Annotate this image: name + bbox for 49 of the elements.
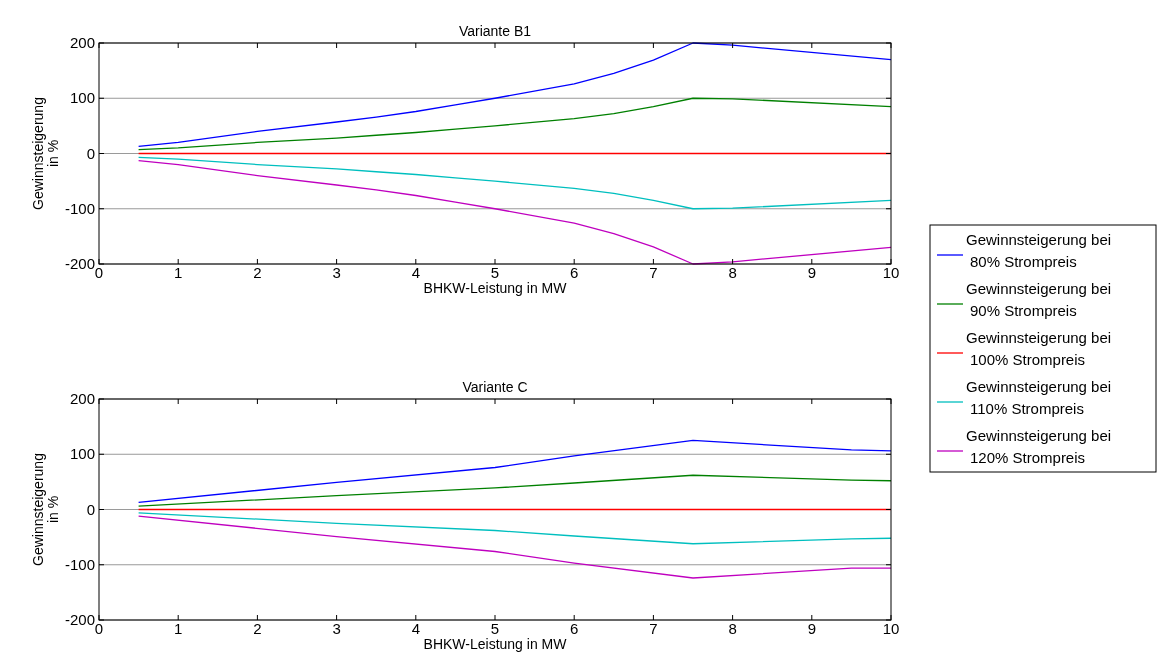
y-tick-label: -100 [64, 199, 95, 217]
x-tick-label: 2 [253, 264, 262, 281]
line-series [137, 97, 892, 151]
x-tick-label: 1 [174, 264, 183, 281]
line-series [137, 474, 892, 507]
x-tick-label: 10 [882, 620, 900, 637]
x-tick-label: 7 [649, 264, 658, 281]
y-axis-title: Gewinnsteigerung in % [30, 97, 61, 210]
x-tick-label: 9 [807, 620, 816, 637]
y-tick-label: 0 [86, 500, 95, 518]
x-tick-label: 7 [649, 620, 658, 637]
x-axis-title: BHKW-Leistung in MW [423, 636, 568, 652]
x-tick-label: 6 [570, 620, 579, 637]
legend-label: Gewinnsteigerung bei 90% Strompreis [966, 280, 1112, 319]
y-axis-title: Gewinnsteigerung in % [30, 453, 61, 566]
line-series [137, 42, 892, 147]
x-tick-label: 9 [807, 264, 816, 281]
line-series [137, 512, 892, 545]
y-tick-label: 200 [69, 390, 95, 407]
x-axis-title: BHKW-Leistung in MW [423, 280, 568, 296]
y-tick-label: -200 [64, 255, 95, 272]
legend-label: Gewinnsteigerung bei 120% Strompreis [966, 427, 1112, 466]
line-series [137, 515, 892, 579]
x-tick-label: 3 [332, 264, 341, 281]
y-tick-label: 0 [86, 144, 95, 162]
y-tick-label: 100 [69, 89, 95, 107]
x-tick-label: 5 [490, 264, 500, 281]
line-series [137, 439, 892, 503]
x-tick-label: 4 [411, 620, 420, 637]
x-tick-label: 10 [882, 264, 900, 281]
y-tick-label: -200 [64, 611, 95, 628]
line-series [137, 160, 892, 265]
x-tick-label: 4 [411, 264, 420, 281]
x-tick-label: 2 [253, 620, 262, 637]
legend-label: Gewinnsteigerung bei 80% Strompreis [966, 231, 1112, 270]
line-series [137, 156, 892, 210]
x-tick-label: 8 [728, 620, 737, 637]
y-tick-label: 200 [69, 34, 95, 51]
y-tick-label: -100 [64, 555, 95, 573]
chart-title: Variante C [462, 379, 528, 395]
x-tick-label: 5 [490, 620, 500, 637]
x-tick-label: 3 [332, 620, 341, 637]
x-tick-label: 1 [174, 620, 183, 637]
x-tick-label: 6 [570, 264, 579, 281]
y-tick-label: 100 [69, 445, 95, 463]
chart-title: Variante B1 [458, 23, 532, 39]
x-tick-label: 8 [728, 264, 737, 281]
legend-label: Gewinnsteigerung bei 100% Strompreis [966, 329, 1112, 368]
legend-label: Gewinnsteigerung bei 110% Strompreis [966, 378, 1112, 417]
